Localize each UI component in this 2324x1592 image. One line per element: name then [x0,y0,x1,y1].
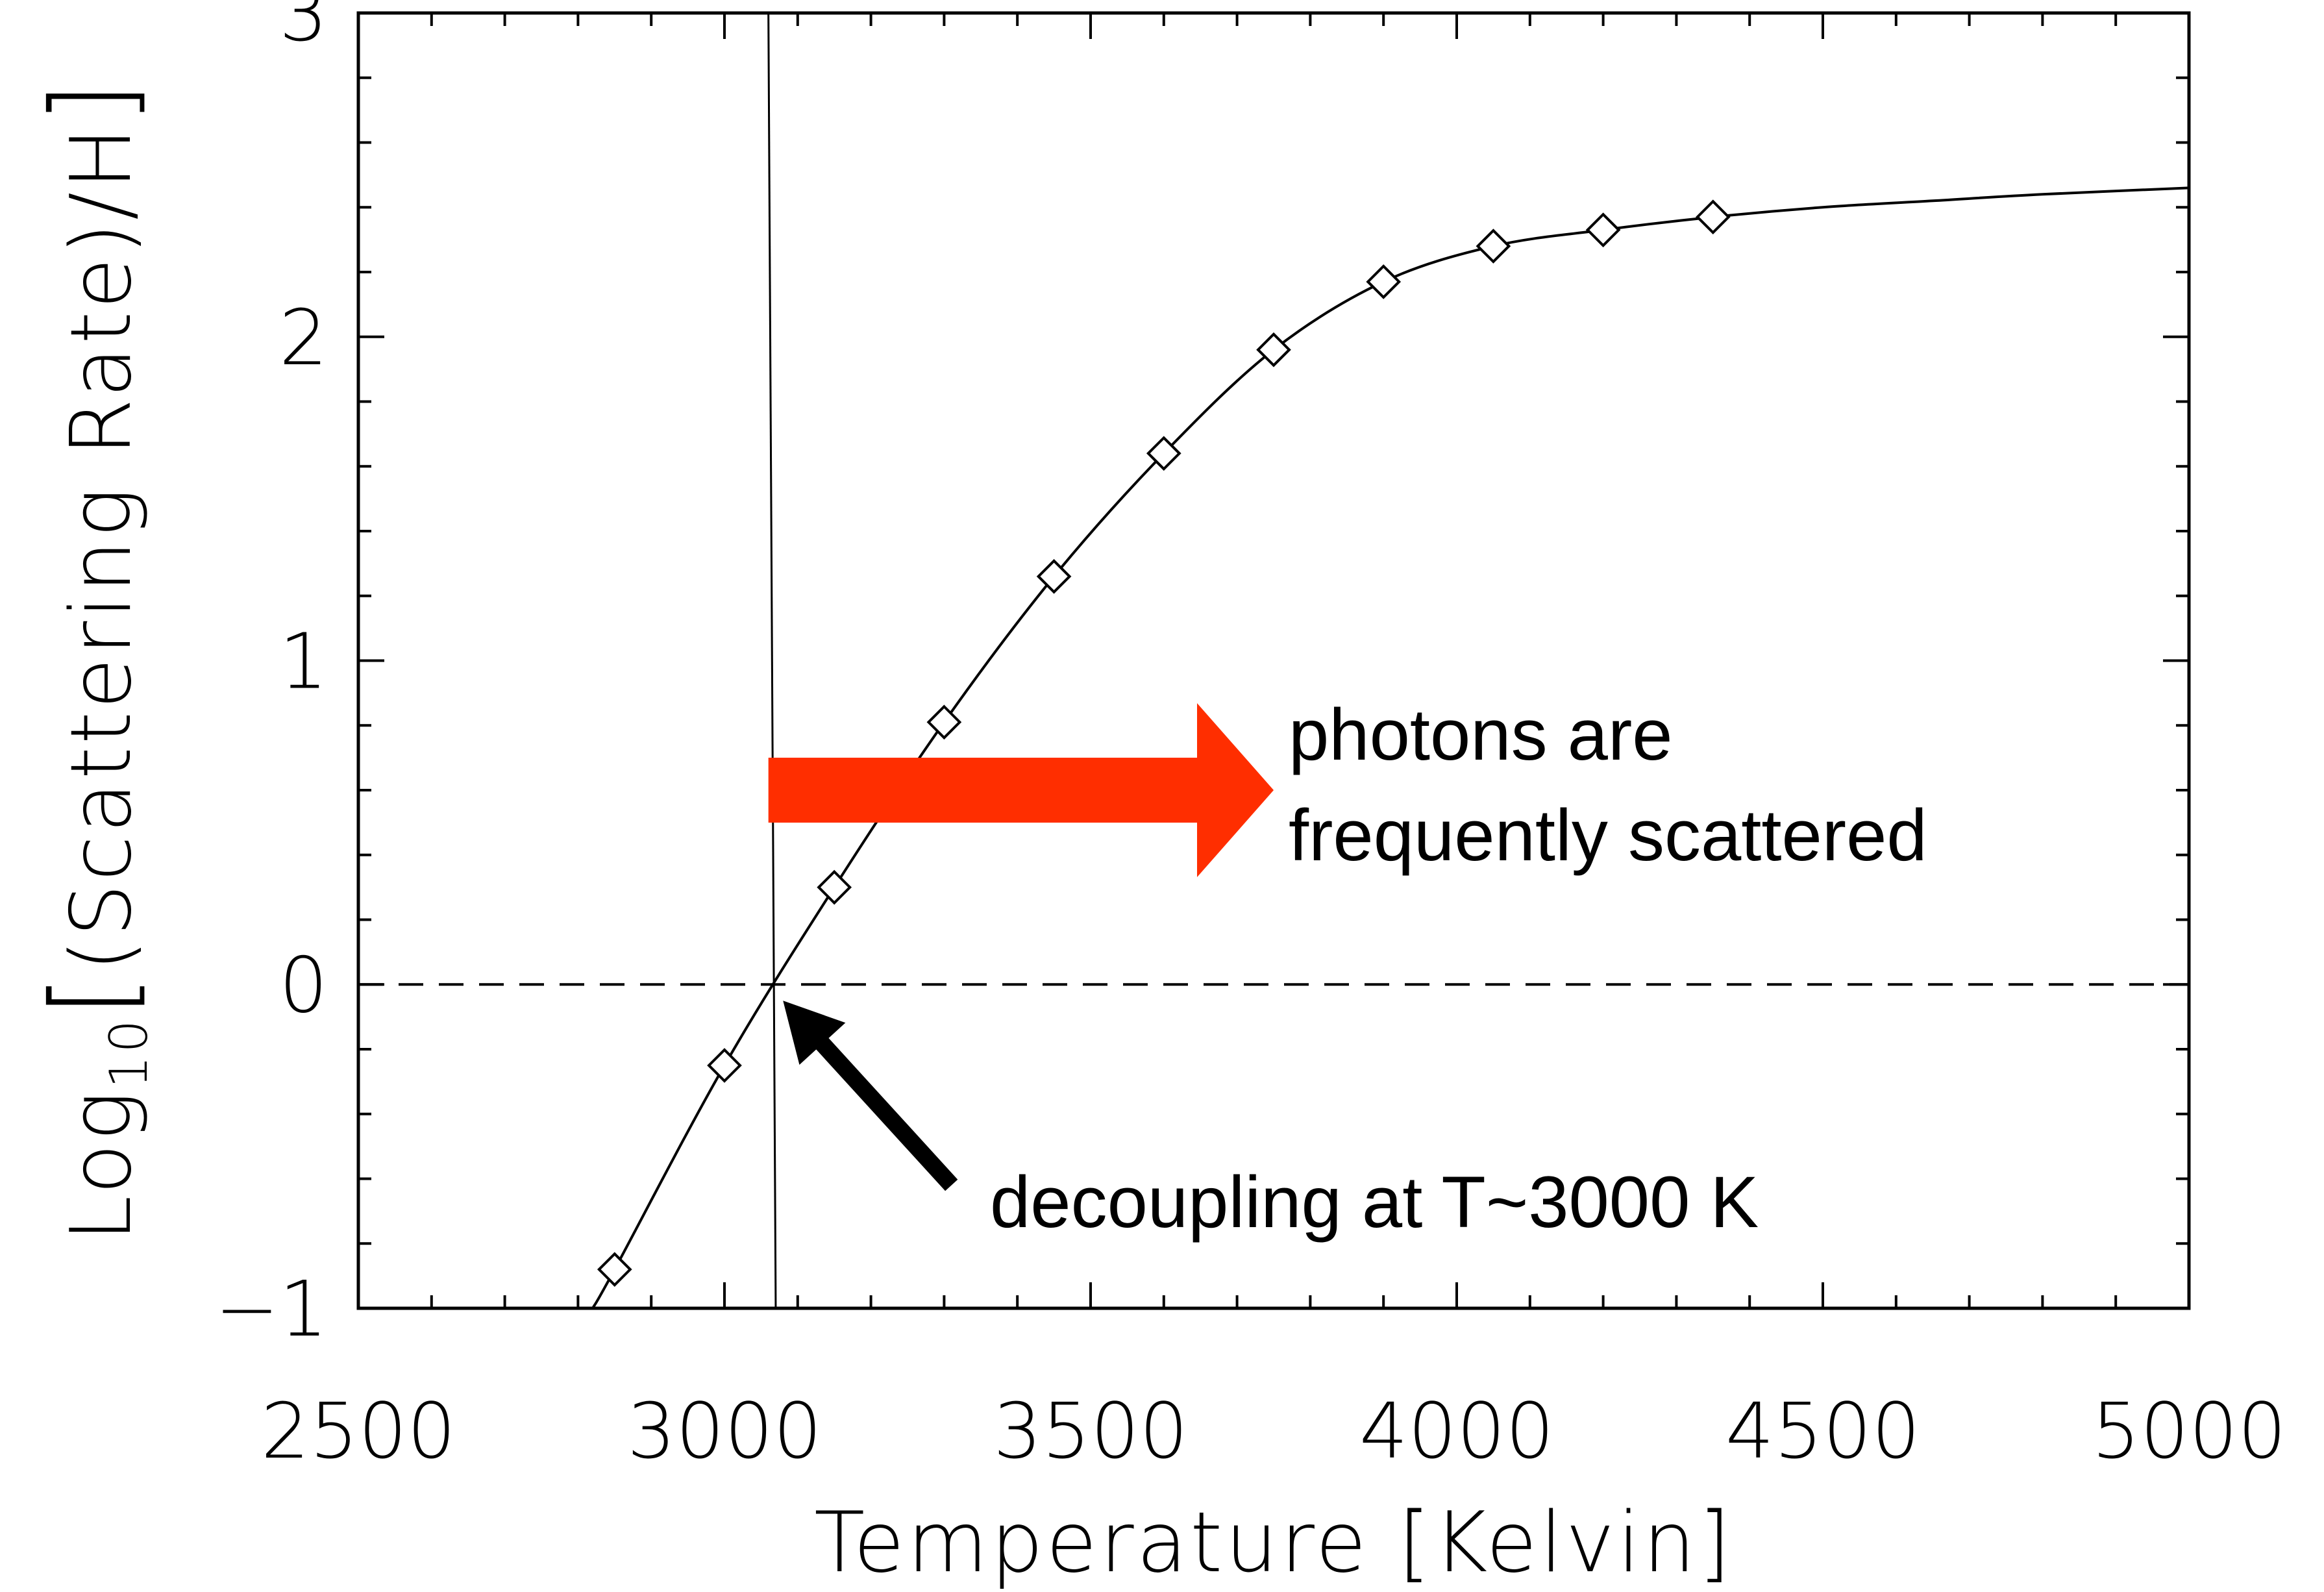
diamond-marker [1036,558,1072,594]
diamond-marker [1146,436,1181,471]
diamond-marker [707,1048,742,1083]
x-tick-label: 3000 [627,1386,822,1476]
x-tick-label: 4500 [1725,1386,1920,1476]
decoupling-vertical-line [767,12,777,1309]
y-tick-label: 1 [279,617,328,706]
diamond-marker [597,1252,632,1287]
data-series [591,186,2190,1309]
x-tick-label: 2500 [261,1386,456,1476]
annotation-scattered-line-2: frequently scattered [1289,795,1927,876]
x-tick-label: 3500 [993,1386,1188,1476]
y-axis-label-body: (Scattering Rate)/H [53,125,150,972]
diamond-marker [1476,229,1511,264]
y-axis-label-prefix: Log [53,1089,150,1242]
diamond-marker [1695,199,1731,235]
tick-labels: 2500 3000 3500 4000 4500 5000 −1 0 1 2 3 [215,0,2286,1476]
x-tick-label: 5000 [2092,1386,2286,1476]
annotation-scattered-line-1: photons are [1289,694,1673,775]
annotation-decoupling: decoupling at T~3000 K [990,1162,1759,1243]
y-axis-label: Log10[(Scattering Rate)/H] [28,79,159,1241]
diamond-marker [1256,332,1291,367]
y-tick-label: 2 [279,293,328,382]
decoupling-arrow [783,1001,958,1191]
y-tick-label: −1 [215,1264,328,1354]
y-axis-label-bracket-open: [ [28,971,156,1017]
diamond-marker [1366,264,1402,299]
reference-lines [358,12,2189,1309]
x-axis-label: Temperature [Kelvin] [814,1495,1733,1591]
diamond-marker [926,704,962,740]
axis-ticks [357,12,2190,1310]
diamond-marker [1585,212,1621,247]
y-tick-label: 0 [279,940,328,1030]
diamond-marker [817,869,852,905]
plot-frame [356,11,2191,1310]
y-axis-label-bracket-close: ] [28,79,156,124]
y-axis-label-subscript: 10 [99,1017,159,1089]
annotation-arrows [768,703,1274,1191]
y-tick-label: 3 [279,0,328,58]
scattered-arrow [768,703,1274,877]
annotation-scattered: photons are frequently scattered [1289,694,1927,876]
x-tick-label: 4000 [1359,1386,1554,1476]
